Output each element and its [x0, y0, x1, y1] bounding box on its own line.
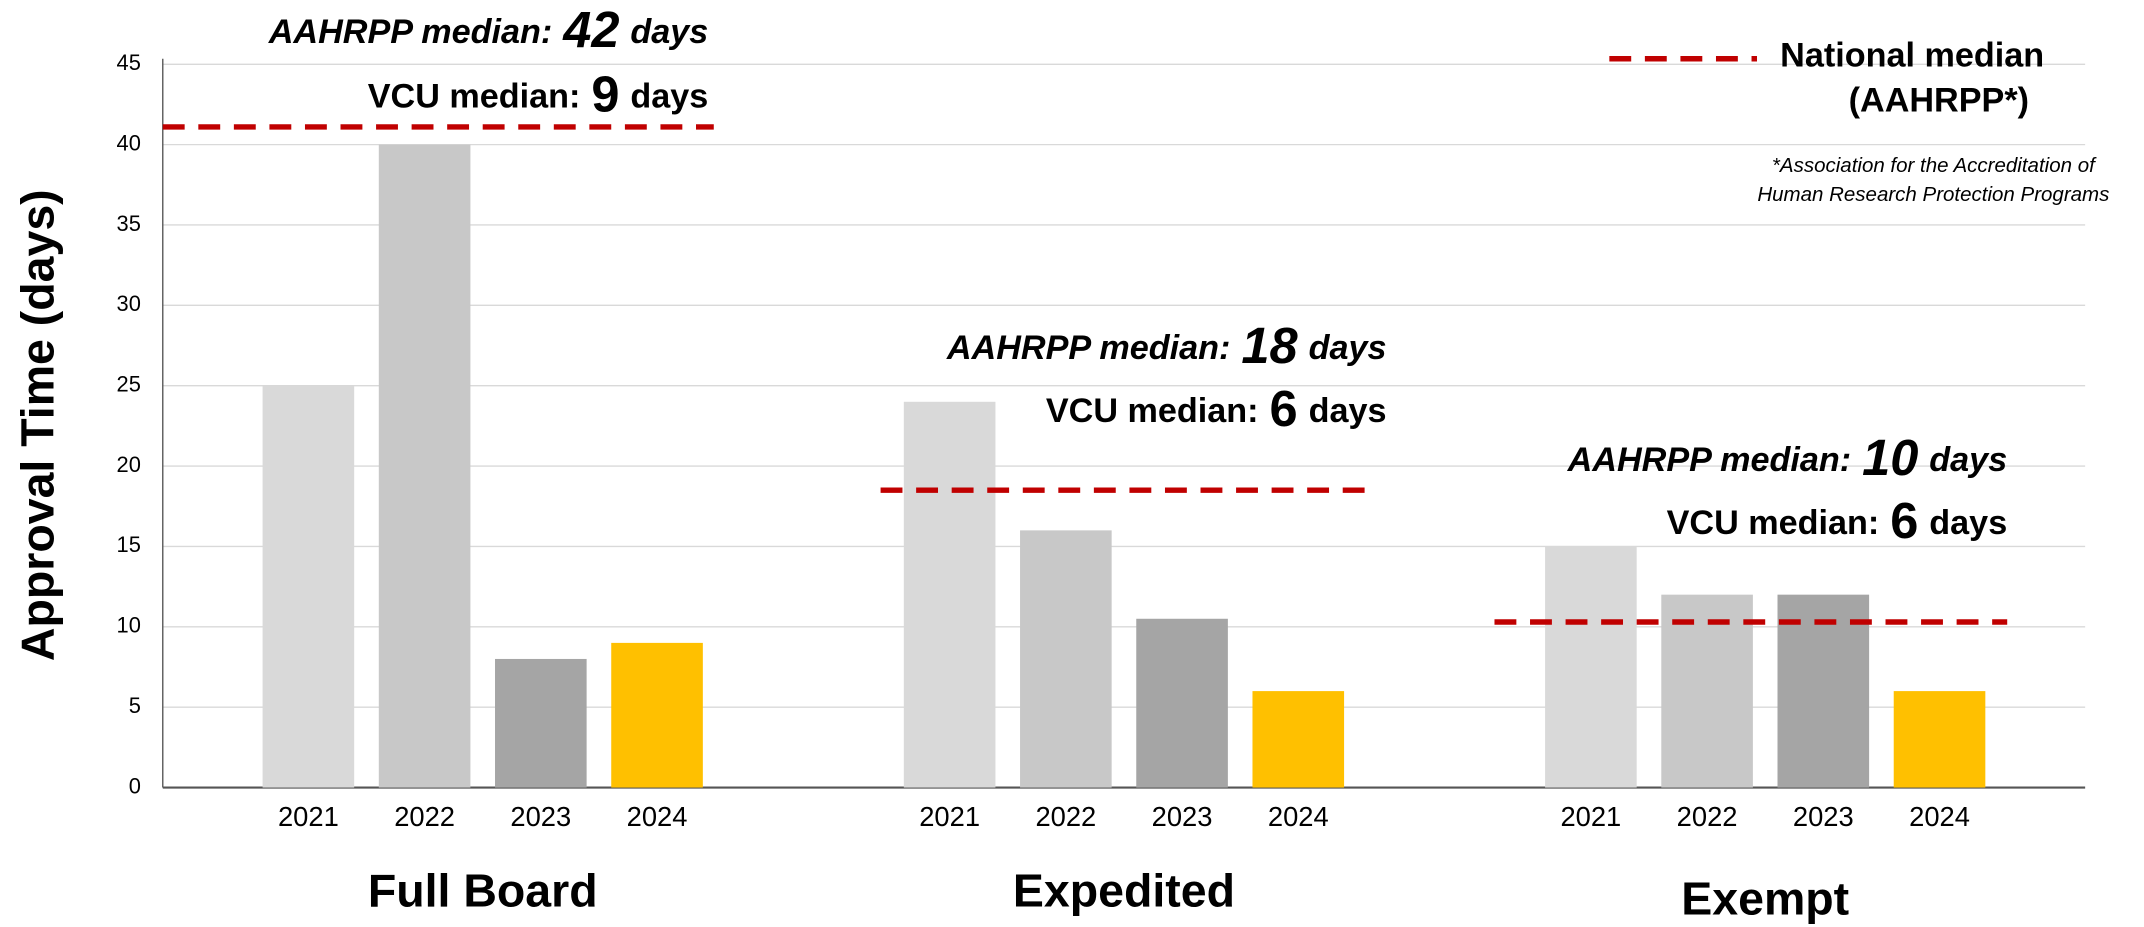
legend-label: (AAHRPP*): [1849, 82, 2029, 120]
aahrpp-label: AAHRPP median:: [946, 329, 1231, 367]
group-label: Exempt: [1681, 873, 1849, 925]
vcu-unit: days: [1929, 504, 2007, 542]
y-tick-label: 20: [117, 452, 141, 477]
y-tick-label: 15: [117, 532, 141, 557]
bar: [611, 642, 703, 788]
vcu-annotation: VCU median: 9 days: [368, 66, 709, 123]
bar: [903, 401, 996, 788]
y-tick-label: 5: [129, 693, 141, 718]
y-tick-label: 30: [117, 291, 141, 316]
aahrpp-value: 10: [1862, 429, 1918, 486]
x-tick-label: 2023: [1793, 801, 1854, 832]
y-tick-label: 25: [117, 371, 141, 396]
x-tick-label: 2021: [278, 801, 339, 832]
vcu-value: 9: [591, 66, 619, 123]
bar: [1661, 594, 1753, 788]
aahrpp-value: 42: [562, 2, 619, 59]
aahrpp-annotation: AAHRPP median: 10 days: [1567, 429, 2008, 486]
x-tick-label: 2022: [394, 801, 455, 832]
footnote: Human Research Protection Programs: [1757, 183, 2109, 206]
y-tick-label: 35: [117, 211, 141, 236]
bar: [1893, 691, 1986, 788]
aahrpp-unit: days: [1309, 329, 1387, 367]
aahrpp-label: AAHRPP median:: [268, 13, 553, 51]
x-tick-label: 2022: [1677, 801, 1738, 832]
group-label: Expedited: [1013, 864, 1235, 916]
x-tick-label: 2024: [627, 801, 688, 832]
vcu-label: VCU median:: [1667, 504, 1880, 542]
bar: [1020, 530, 1112, 788]
bar: [262, 385, 355, 788]
y-tick-label: 45: [117, 50, 141, 75]
y-tick-label: 0: [129, 773, 141, 798]
vcu-value: 6: [1269, 380, 1297, 437]
x-tick-label: 2021: [919, 801, 980, 832]
aahrpp-unit: days: [630, 13, 708, 51]
x-tick-label: 2024: [1268, 801, 1329, 832]
aahrpp-unit: days: [1929, 441, 2007, 479]
x-tick-label: 2024: [1909, 801, 1970, 832]
vcu-unit: days: [630, 77, 708, 115]
y-tick-label: 40: [117, 130, 141, 155]
vcu-label: VCU median:: [1046, 392, 1259, 430]
bar: [1252, 691, 1345, 788]
vcu-value: 6: [1890, 492, 1918, 549]
legend-label: National median: [1780, 36, 2044, 74]
x-tick-label: 2021: [1560, 801, 1621, 832]
x-tick-label: 2023: [510, 801, 571, 832]
bar: [495, 658, 587, 788]
x-tick-label: 2022: [1035, 801, 1096, 832]
aahrpp-value: 18: [1241, 317, 1298, 374]
footnote: *Association for the Accreditation of: [1772, 154, 2097, 177]
group-label: Full Board: [368, 864, 598, 916]
bar: [1777, 594, 1870, 788]
y-tick-label: 10: [117, 613, 141, 638]
vcu-label: VCU median:: [368, 77, 581, 115]
vcu-annotation: VCU median: 6 days: [1667, 492, 2008, 549]
aahrpp-annotation: AAHRPP median: 42 days: [268, 2, 709, 59]
aahrpp-annotation: AAHRPP median: 18 days: [946, 317, 1387, 374]
bar: [1136, 618, 1228, 788]
x-tick-label: 2023: [1152, 801, 1213, 832]
bar: [1545, 546, 1637, 788]
bar: [378, 144, 471, 788]
aahrpp-label: AAHRPP median:: [1567, 441, 1852, 479]
y-axis-label: Approval Time (days): [11, 189, 63, 661]
vcu-annotation: VCU median: 6 days: [1046, 380, 1387, 437]
vcu-unit: days: [1309, 392, 1387, 430]
